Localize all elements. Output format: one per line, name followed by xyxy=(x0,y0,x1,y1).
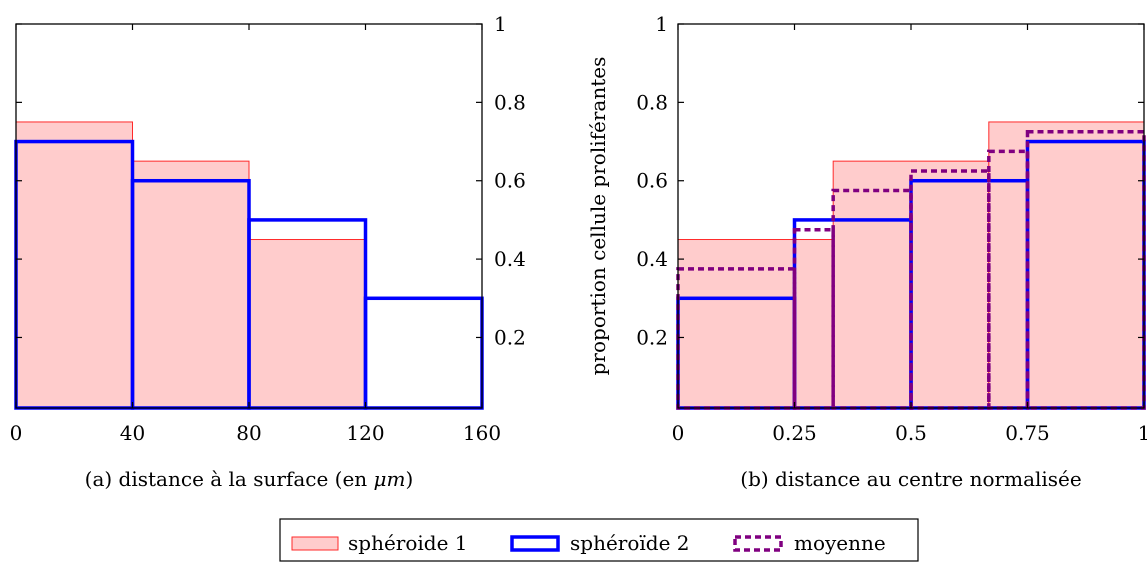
panel-a-ticks xyxy=(15,23,483,408)
legend-box xyxy=(279,518,919,562)
panel-a-xtick-label: 80 xyxy=(236,421,261,445)
panel-a-bar-filled-0 xyxy=(15,121,133,409)
panel-a-tick-labels: 0.2 0.4 0.6 0.8 1 0 40 80 120 160 xyxy=(10,12,526,445)
legend-label-moyenne: moyenne xyxy=(794,531,886,555)
panel-b-ylabel: proportion cellule proliférantes xyxy=(586,57,610,376)
panel-b-ytick-label: 1 xyxy=(655,12,668,36)
panel-a-xtick-label: 40 xyxy=(120,421,145,445)
panel-b-marks xyxy=(676,121,1146,410)
panel-a-bar-filled-1 xyxy=(132,160,250,409)
panel-b-ytick-label: 0.8 xyxy=(636,90,668,114)
legend-swatch-spheroide-1 xyxy=(291,536,339,551)
panel-a: 0.2 0.4 0.6 0.8 1 0 40 80 120 160 (a) distance à … xyxy=(10,12,526,491)
panel-a-marks xyxy=(14,121,484,410)
panel-b-xtick-label: 0 xyxy=(672,421,685,445)
panel-a-bar-outline-3 xyxy=(363,296,484,410)
legend-label-spheroide-2: sphéroïde 2 xyxy=(570,531,690,555)
panel-a-ytick-label: 0.4 xyxy=(494,247,526,271)
panel-b-xtick-label: 0.25 xyxy=(772,421,817,445)
legend-swatch-spheroide-2 xyxy=(510,535,560,552)
panel-b-ytick-label: 0.4 xyxy=(636,247,668,271)
panel-b-xtick-label: 0.75 xyxy=(1005,421,1050,445)
panel-b-xtick-label: 0.5 xyxy=(895,421,927,445)
panel-b: 0.2 0.4 0.6 0.8 1 0 0.25 0.5 0.75 1 proportion ce… xyxy=(586,12,1147,491)
panel-a-bar-filled-2 xyxy=(248,239,366,409)
legend-label-spheroide-1: sphéroide 1 xyxy=(348,531,468,555)
panel-a-xtick-label: 160 xyxy=(463,421,501,445)
panel-b-tick-labels: 0.2 0.4 0.6 0.8 1 0 0.25 0.5 0.75 1 xyxy=(636,12,1147,445)
panel-b-xtick-label: 1 xyxy=(1138,421,1147,445)
panel-a-xtick-label: 120 xyxy=(346,421,384,445)
panel-b-ticks xyxy=(677,23,1145,408)
panel-b-bar-filled-2 xyxy=(988,121,1145,409)
panel-b-bar-dashed-1 xyxy=(792,227,835,410)
panel-a-caption: (a) distance à la surface (en μm) xyxy=(85,467,414,491)
panel-b-caption: (b) distance au centre normalisée xyxy=(740,467,1081,491)
panel-b-bar-filled-0 xyxy=(677,239,834,409)
panel-a-ytick-label: 0.6 xyxy=(494,169,526,193)
panel-b-ytick-label: 0.6 xyxy=(636,169,668,193)
legend: sphéroide 1 sphéroïde 2 moyenne xyxy=(279,518,919,562)
panel-a-xtick-label: 0 xyxy=(10,421,23,445)
panel-b-ytick-label: 0.2 xyxy=(636,325,668,349)
legend-swatch-moyenne xyxy=(733,535,783,552)
panel-a-ytick-label: 0.8 xyxy=(494,90,526,114)
panel-a-ytick-label: 0.2 xyxy=(494,325,526,349)
panel-a-ytick-label: 1 xyxy=(494,12,507,36)
